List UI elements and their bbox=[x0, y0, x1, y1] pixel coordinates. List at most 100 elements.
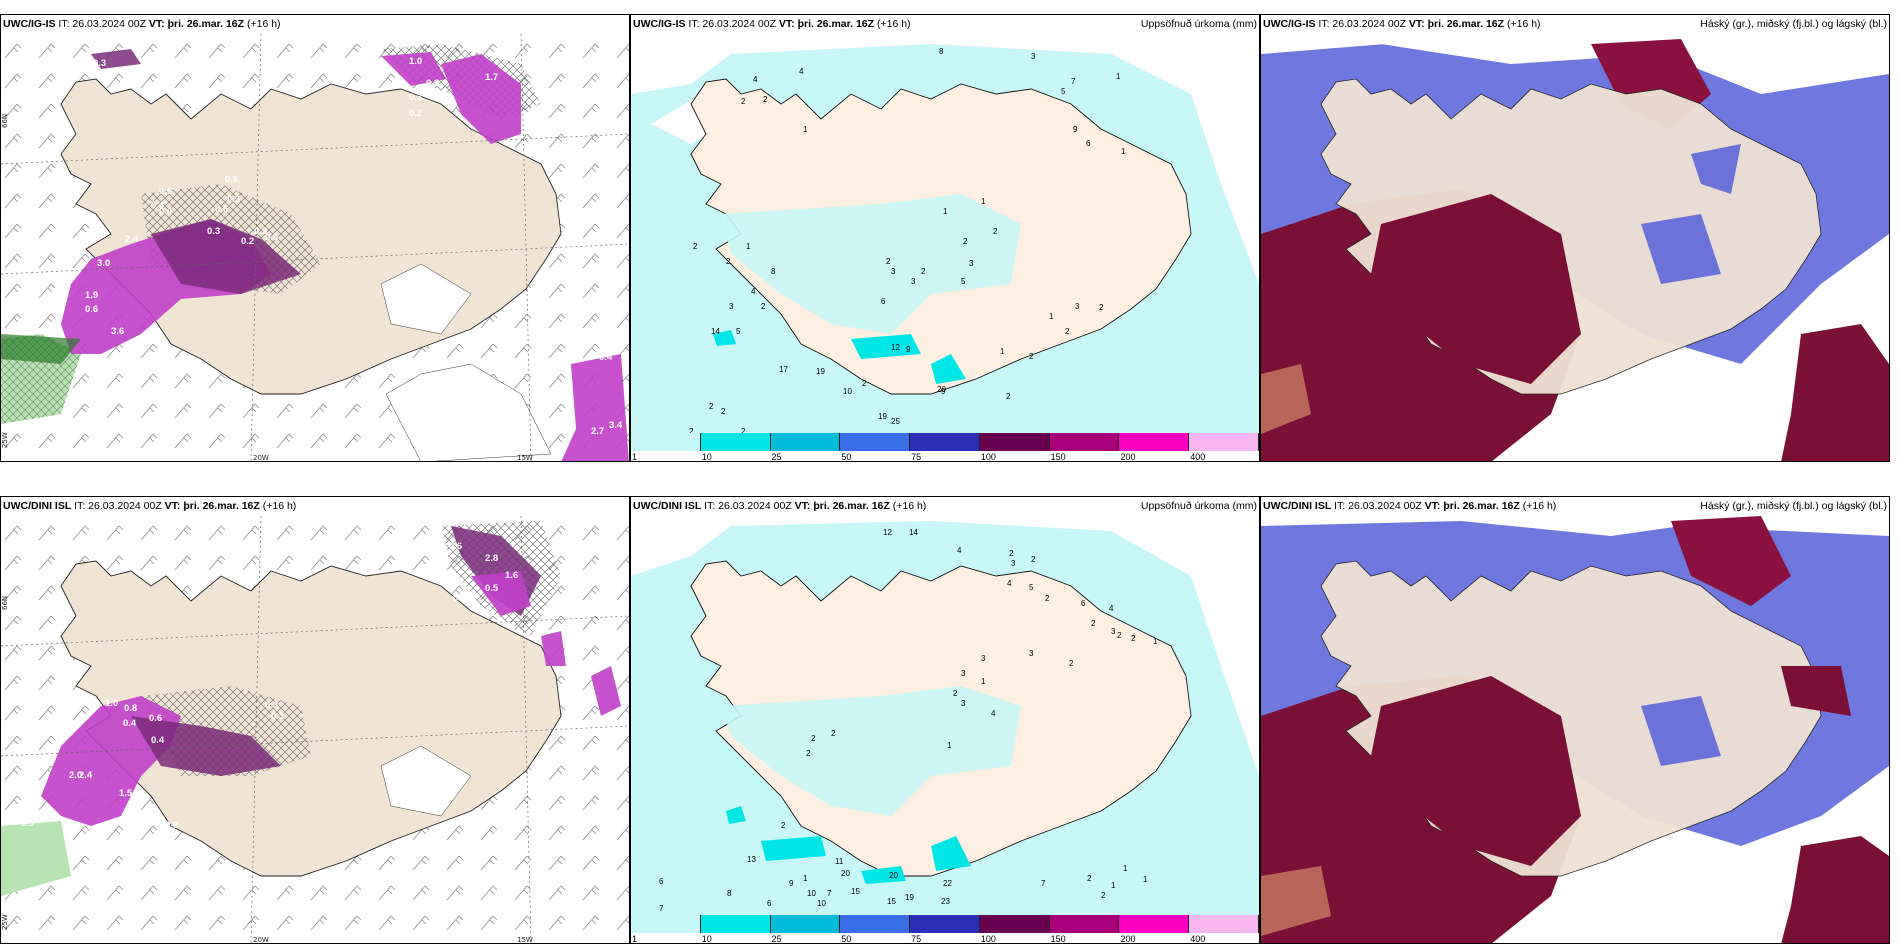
legend-tick-label: 200 bbox=[1120, 934, 1136, 944]
lon-label: 20W bbox=[253, 454, 269, 462]
legend-tick-label: 10 bbox=[701, 934, 712, 944]
lead-time: (+16 h) bbox=[1506, 18, 1541, 30]
map-value-label: 0.6 bbox=[453, 593, 466, 604]
map-value-label: 4 bbox=[991, 709, 996, 718]
legend-tick-label: 200 bbox=[1120, 452, 1136, 462]
map-value-label: 9 bbox=[1073, 125, 1078, 134]
panel-header: UWC/DINI ISL IT: 26.03.2024 00Z VT: þri.… bbox=[631, 497, 1259, 516]
map-value-label: 2 bbox=[709, 402, 714, 411]
map-value-label: 2.8 bbox=[485, 553, 498, 564]
wind-precip-map: 66N 25W 20W 15W 0.3 1.01.70.30.30.20.60.3… bbox=[1, 34, 629, 462]
map-value-label: 8 bbox=[771, 267, 776, 276]
legend-tick-label: 75 bbox=[911, 934, 922, 944]
init-time: IT: 26.03.2024 00Z bbox=[58, 18, 146, 30]
map-value-label: 6 bbox=[767, 899, 772, 908]
map-value-label: 0.4 bbox=[151, 200, 165, 211]
map-value-label: 3 bbox=[1075, 302, 1080, 311]
map-value-label: 10 bbox=[807, 889, 816, 898]
map-value-label: 0.6 bbox=[225, 174, 238, 185]
map-value-label: 8 bbox=[939, 47, 944, 56]
map-value-label: 8 bbox=[727, 889, 732, 898]
map-value-label: 2 bbox=[781, 821, 786, 830]
field-title: Háský (gr.), miðský (fj.bl.) og lágský (… bbox=[1700, 18, 1887, 30]
map-value-label: 7 bbox=[1041, 879, 1046, 888]
map-value-label: 1 bbox=[1049, 312, 1054, 321]
map-value-label: 2 bbox=[831, 729, 836, 738]
map-value-label: 12 bbox=[891, 343, 900, 352]
legend-swatch bbox=[700, 433, 771, 451]
map-value-label: 4 bbox=[957, 546, 962, 555]
map-value-label: 19 bbox=[905, 893, 914, 902]
map-value-label: 0.3 bbox=[254, 226, 267, 237]
lon-label: 20W bbox=[253, 936, 269, 944]
map-value-label: 0.2 bbox=[409, 108, 422, 119]
legend-tick-label: 400 bbox=[1190, 934, 1206, 944]
map-value-label: 10 bbox=[817, 899, 826, 908]
init-time: IT: 26.03.2024 00Z bbox=[1334, 500, 1422, 512]
legend-swatch bbox=[1119, 433, 1190, 451]
lon-label: 25W bbox=[1, 914, 9, 930]
legend-swatch bbox=[770, 433, 841, 451]
map-value-label: 23 bbox=[941, 897, 950, 906]
legend-tick-label: 50 bbox=[841, 452, 852, 462]
lead-time: (+16 h) bbox=[262, 500, 297, 512]
cloud-map bbox=[1261, 516, 1889, 943]
map-value-label: 0.4 bbox=[599, 352, 613, 363]
lon-label: 25W bbox=[1, 432, 9, 448]
map-value-label: 0.3 bbox=[271, 711, 284, 722]
map-value-label: 0.4 bbox=[465, 591, 479, 602]
valid-time: þri. 26.mar. 16Z bbox=[797, 18, 875, 30]
map-panel-precip-igis: UWC/IG-IS IT: 26.03.2024 00Z VT: þri. 26… bbox=[630, 14, 1260, 462]
valid-time: þri. 26.mar. 16Z bbox=[1443, 500, 1520, 512]
map-value-label: 1 bbox=[803, 125, 808, 134]
cloud-map bbox=[1261, 34, 1889, 461]
map-value-label: 2 bbox=[963, 237, 968, 246]
field-title: Uppsöfnuð úrkoma (mm) bbox=[1140, 500, 1257, 512]
map-value-label: 2 bbox=[1091, 619, 1096, 628]
legend-tick-label: 100 bbox=[980, 934, 996, 944]
legend-swatch bbox=[1189, 915, 1259, 933]
map-value-label: 20 bbox=[841, 869, 850, 878]
map-value-label: 2 bbox=[953, 689, 958, 698]
init-time: IT: 26.03.2024 00Z bbox=[74, 500, 162, 512]
map-value-label: 3.4 bbox=[609, 420, 623, 431]
valid-time: þri. 26.mar. 16Z bbox=[183, 500, 260, 512]
model-name: UWC/IG-IS bbox=[3, 18, 56, 30]
legend-swatch bbox=[631, 433, 701, 451]
map-value-label: 0.3 bbox=[426, 78, 439, 89]
map-value-label: 0.4 bbox=[151, 735, 165, 746]
map-value-label: 3 bbox=[981, 654, 986, 663]
legend-tick-label: 75 bbox=[911, 452, 922, 462]
lead-time: (+16 h) bbox=[876, 18, 911, 30]
lead-time: (+16 h) bbox=[1522, 500, 1557, 512]
map-value-label: 3 bbox=[1111, 627, 1116, 636]
map-value-label: 2 bbox=[741, 427, 746, 434]
legend-tick-label: 10 bbox=[701, 452, 712, 462]
map-panel-clouds-igis: UWC/IG-IS IT: 26.03.2024 00Z VT: þri. 26… bbox=[1260, 14, 1890, 462]
map-value-label: 1 bbox=[1123, 864, 1128, 873]
panel-header: UWC/IG-IS IT: 26.03.2024 00Z VT: þri. 26… bbox=[631, 15, 1259, 34]
map-value-label: 15 bbox=[851, 887, 860, 896]
map-value-label: 2 bbox=[1117, 631, 1122, 640]
precip-value-labels: 0.62.81.60.50.60.40.80.61.00.40.42.02.41… bbox=[21, 541, 518, 831]
map-value-label: 1.0 bbox=[409, 56, 422, 67]
map-value-label: 0.6 bbox=[449, 541, 462, 552]
precip-legend: 1 10 25 50 75 100 150 200 400 bbox=[631, 433, 1259, 461]
map-value-label: 0.6 bbox=[149, 713, 162, 724]
map-panel-wind-dini: UWC/DINI ISL IT: 26.03.2024 00Z VT: þri.… bbox=[0, 496, 630, 944]
legend-tick-label: 400 bbox=[1190, 452, 1206, 462]
map-value-label: 0.3 bbox=[93, 58, 106, 69]
map-value-label: 3 bbox=[961, 699, 966, 708]
precip-value-labels: 0.3 1.01.70.30.30.20.60.30.60.42.43.01.90… bbox=[85, 56, 623, 437]
map-value-label: 2 bbox=[689, 427, 694, 434]
legend-swatch bbox=[840, 915, 911, 933]
map-value-label: 2 bbox=[1031, 555, 1036, 564]
legend-tick-label: 25 bbox=[771, 934, 782, 944]
map-value-label: 1.0 bbox=[105, 698, 118, 709]
map-value-label: 9 bbox=[941, 387, 946, 396]
map-value-label: 13 bbox=[747, 855, 756, 864]
map-value-label: 22 bbox=[943, 879, 952, 888]
map-value-label: 2 bbox=[1045, 594, 1050, 603]
